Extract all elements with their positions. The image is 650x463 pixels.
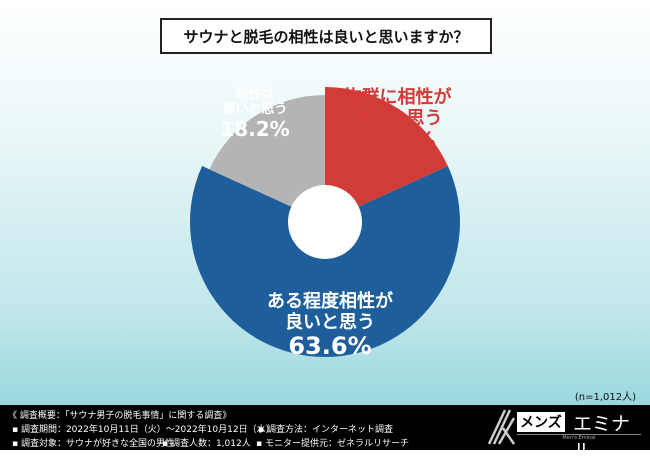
- sample-size: (n=1,012人): [574, 392, 636, 403]
- value-label: 18.2%: [220, 116, 290, 141]
- chart-title: サウナと脱毛の相性は良いと思いますか？: [160, 18, 492, 54]
- donut-hole: [288, 185, 362, 259]
- value-label: 63.6%: [288, 332, 372, 361]
- label-text: 悪いと思う: [222, 101, 288, 117]
- pie-slice: [209, 95, 325, 222]
- footer-target: ▪ 調査対象：サウナが好きな全国の男性: [12, 439, 174, 449]
- label-text: 相性は: [235, 87, 275, 102]
- label-bad: 相性は 悪いと思う 18.2%: [210, 87, 300, 141]
- pie-chart: [190, 87, 461, 357]
- pie-slice: [325, 87, 448, 222]
- footer-method: ▪ 調査方法：インターネット調査: [258, 425, 393, 435]
- label-text: 良いと思う: [285, 311, 375, 333]
- logo-mark-icon: [487, 409, 515, 445]
- logo-subtext: Men's Eminal: [517, 434, 641, 441]
- infographic: サウナと脱毛の相性は良いと思いますか？ 抜群に相性が 良いと思う 18.2% あ…: [0, 0, 650, 450]
- pie-slice: [190, 166, 461, 357]
- footer-provider: ▪ モニター提供元：ゼネラルリサーチ: [256, 439, 409, 449]
- footer-heading: 《 調査概要：「サウナ男子の脱毛事情」に関する調査》: [8, 411, 232, 421]
- label-text: ある程度相性が: [267, 291, 393, 312]
- footer-count: ▪ 調査人数：1,012人: [162, 439, 251, 449]
- logo-text-mens: メンズ: [517, 412, 565, 432]
- label-text: 抜群に相性が: [343, 87, 452, 108]
- label-text: 良いと思う: [352, 107, 443, 129]
- label-excellent: 抜群に相性が 良いと思う 18.2%: [335, 87, 460, 155]
- footer-period: ▪ 調査期間：2022年10月11日（火）～2022年10月12日（水）: [12, 425, 275, 435]
- label-somewhat: ある程度相性が 良いと思う 63.6%: [250, 291, 410, 361]
- brand-logo: メンズ エミナル Men's Eminal: [485, 408, 645, 462]
- value-label: 18.2%: [359, 129, 436, 155]
